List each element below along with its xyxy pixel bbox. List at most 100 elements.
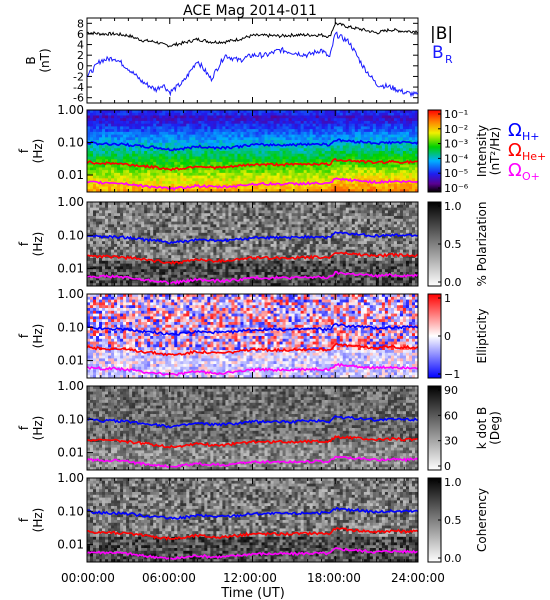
spectrogram-cell (231, 189, 235, 193)
spectrogram-cell (183, 118, 187, 122)
spectrogram-cell (240, 151, 244, 155)
spectrogram-y-tick-label: 0.01 (57, 168, 84, 182)
spectrogram-cell (234, 123, 238, 127)
spectrogram-cell (171, 283, 175, 287)
spectrogram-cell (120, 131, 124, 135)
spectrogram-cell (144, 260, 148, 264)
spectrogram-cell (108, 112, 112, 116)
spectrogram-cell (390, 170, 395, 174)
spectrogram-cell (252, 110, 256, 114)
spectrogram-cell (273, 140, 277, 144)
spectrogram-cell (93, 258, 97, 262)
spectrogram-cell (312, 118, 317, 122)
spectrogram-cell (210, 213, 214, 217)
spectrogram-cell (369, 172, 374, 176)
spectrogram-cell (99, 137, 103, 141)
spectrogram-cell (216, 164, 220, 168)
spectrogram-cell (279, 161, 283, 166)
spectrogram-cell (234, 153, 238, 157)
spectrogram-cell (192, 110, 196, 114)
spectrogram-cell (177, 161, 181, 166)
spectrogram-cell (324, 189, 329, 193)
spectrogram-cell (150, 263, 154, 267)
spectrogram-cell (186, 246, 190, 250)
spectrogram-cell (396, 170, 401, 174)
spectrogram-cell (261, 161, 265, 166)
spectrogram-cell (159, 224, 163, 228)
spectrogram-cell (114, 224, 118, 228)
spectrogram-cell (186, 120, 190, 125)
spectrogram-cell (189, 283, 193, 287)
spectrogram-cell (93, 227, 97, 231)
spectrogram-cell (399, 172, 404, 176)
spectrogram-cell (225, 170, 229, 174)
spectrogram-cell (126, 112, 130, 116)
spectrogram-cell (153, 175, 157, 179)
spectrogram-cell (288, 131, 293, 135)
spectrogram-cell (123, 126, 127, 130)
spectrogram-cell (132, 213, 136, 217)
spectrogram-cell (210, 170, 214, 174)
spectrogram-cell (174, 181, 178, 185)
spectrogram-cell (231, 181, 235, 185)
spectrogram-cell (93, 175, 97, 179)
spectrogram-cell (390, 120, 395, 125)
spectrogram-cell (159, 161, 163, 166)
spectrogram-cell (105, 183, 109, 187)
spectrogram-cell (147, 131, 151, 135)
spectrogram-cell (216, 224, 220, 228)
spectrogram-cell (240, 134, 244, 138)
spectrogram-cell (204, 269, 208, 273)
spectrogram-cell (207, 129, 211, 133)
spectrogram-cell (240, 148, 244, 152)
spectrogram-cell (123, 137, 127, 141)
spectrogram-cell (192, 137, 196, 141)
spectrogram-cell (150, 186, 154, 190)
spectrogram-cell (198, 249, 202, 253)
spectrogram-cell (345, 131, 350, 135)
spectrogram-cell (150, 207, 154, 211)
spectrogram-cell (159, 230, 163, 234)
spectrogram-cell (216, 216, 220, 220)
spectrogram-cell (378, 129, 383, 133)
spectrogram-cell (366, 131, 371, 135)
spectrogram-cell (123, 272, 127, 276)
spectrogram-cell (309, 159, 314, 163)
spectrogram-cell (357, 167, 362, 171)
spectrogram-cell (366, 126, 371, 130)
spectrogram-cell (180, 126, 184, 130)
spectrogram-cell (171, 224, 175, 228)
spectrogram-cell (177, 221, 181, 225)
spectrogram-cell (219, 235, 223, 239)
spectrogram-cell (180, 115, 184, 119)
spectrogram-cell (180, 283, 184, 287)
spectrogram-cell (195, 235, 199, 239)
spectrogram-cell (294, 145, 299, 149)
spectrogram-cell (96, 210, 100, 214)
spectrogram-cell (315, 118, 320, 122)
spectrogram-cell (192, 161, 196, 166)
spectrogram-cell (198, 232, 202, 236)
spectrogram-cell (216, 126, 220, 130)
spectrogram-cell (114, 272, 118, 276)
spectrogram-cell (312, 123, 317, 127)
spectrogram-cell (87, 126, 91, 130)
spectrogram-cell (99, 126, 103, 130)
spectrogram-cell (90, 230, 94, 234)
spectrogram-cell (174, 224, 178, 228)
spectrogram-cell (204, 244, 208, 248)
spectrogram-cell (186, 252, 190, 256)
spectrogram-cell (231, 266, 235, 270)
spectrogram-cell (261, 175, 265, 179)
spectrogram-cell (234, 230, 238, 234)
spectrogram-cell (348, 123, 353, 127)
spectrogram-cell (402, 126, 407, 130)
spectrogram-cell (219, 151, 223, 155)
spectrogram-cell (105, 115, 109, 119)
spectrogram-cell (162, 213, 166, 217)
spectrogram-cell (87, 112, 91, 116)
spectrogram-cell (165, 230, 169, 234)
spectrogram-cell (165, 269, 169, 273)
spectrogram-cell (87, 120, 91, 125)
spectrogram-cell (111, 153, 115, 157)
